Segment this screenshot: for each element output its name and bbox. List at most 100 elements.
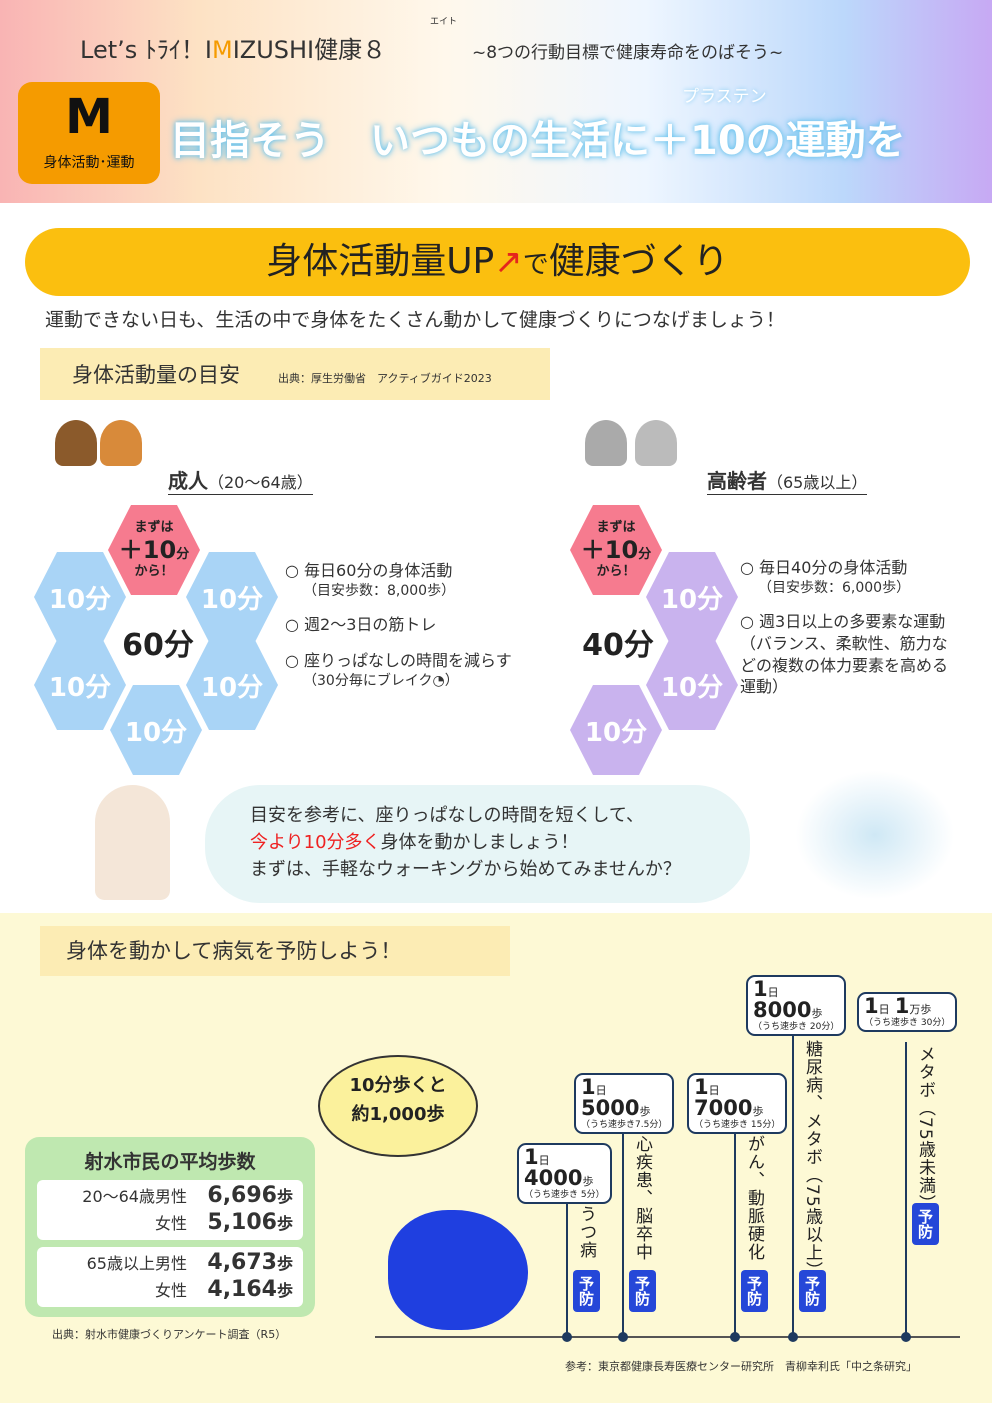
senior-hex: 10分	[646, 552, 738, 642]
avg-label: 65歳以上男性	[86, 1254, 187, 1273]
step-disease: メタボ（75歳未満）	[915, 1045, 935, 1213]
step-box: 1日 5000歩 （うち速歩き7.5分）	[574, 1073, 675, 1134]
item-note: （30分毎にブレイク◔）	[303, 672, 459, 689]
step-disease: うつ病	[576, 1205, 596, 1259]
slogan-ruby: プラステン	[682, 87, 767, 107]
step-day-unit: 日	[538, 1154, 550, 1167]
step-axis	[375, 1336, 960, 1338]
prevent-badge: 予防	[912, 1203, 939, 1245]
step-note: （うち速歩き7.5分）	[581, 1120, 668, 1130]
avg-row: 20～64歳男性 6,696歩	[47, 1183, 293, 1210]
step-unit: 歩	[752, 1105, 764, 1118]
step-day: 1	[581, 1075, 596, 1099]
step-stem	[905, 1042, 907, 1336]
step-day: 1	[864, 994, 879, 1018]
start-bottom: から！	[134, 564, 174, 580]
prevent-badge: 予防	[741, 1270, 768, 1312]
senior-title: 高齢者（65歳以上）	[707, 465, 868, 495]
start-bottom: から！	[596, 564, 636, 580]
item-text: ○ 毎日60分の身体活動	[285, 561, 453, 580]
ruby-eight: エイト	[430, 17, 458, 27]
start-unit: 分	[638, 546, 652, 562]
walkers-illustration	[795, 770, 955, 900]
avg-unit: 歩	[276, 1214, 293, 1233]
banner-post: 健康づくり	[548, 241, 729, 282]
title-m: M	[211, 36, 233, 64]
step-stem	[622, 1123, 624, 1336]
adult-item: ○ 週2～3日の筋トレ	[285, 614, 545, 636]
avg-label: 20～64歳男性	[82, 1187, 187, 1206]
step-dot	[788, 1332, 798, 1342]
step-day-unit: 日	[595, 1084, 607, 1097]
prevent-badge: 予防	[799, 1270, 826, 1312]
avg-row: 女性 4,164歩	[47, 1277, 293, 1304]
prevent-title: 身体を動かして病気を予防しよう！	[40, 926, 510, 976]
item-text: ○ 週2～3日の筋トレ	[285, 615, 437, 635]
adult-range: （20～64歳）	[208, 473, 313, 492]
adult-label: 成人	[168, 469, 208, 493]
item-text: ○ 毎日40分の身体活動	[740, 558, 908, 577]
step-count: 8000	[753, 998, 812, 1022]
adult-title: 成人（20～64歳）	[168, 465, 313, 495]
step-dot	[562, 1332, 572, 1342]
step-box: 1日 8000歩 （うち速歩き 20分）	[746, 975, 847, 1036]
step-stem	[734, 1123, 736, 1336]
step-stem	[792, 1025, 794, 1336]
senior-range: （65歳以上）	[767, 473, 868, 492]
step-day: 1	[524, 1145, 539, 1169]
senior-label: 高齢者	[707, 469, 767, 493]
step-disease: 心疾患、脳卒中	[632, 1135, 652, 1261]
badge-label: 身体活動･運動	[43, 155, 135, 171]
badge-letter: M	[65, 89, 113, 145]
speech-line1: 10分歩くと	[349, 1075, 447, 1096]
step-dot	[730, 1332, 740, 1342]
start-top: まずは	[596, 520, 636, 535]
avg-value: 6,696	[207, 1183, 277, 1208]
advice-line1: 目安を参考に、座りっぱなしの時間を短くして、	[250, 805, 645, 826]
adult-item: ○ 毎日60分の身体活動 （目安歩数：8,000歩）	[285, 560, 545, 600]
step-unit: 歩	[639, 1105, 651, 1118]
step-day-unit: 日	[878, 1003, 890, 1016]
avg-value: 4,164	[207, 1277, 277, 1302]
step-note: （うち速歩き 30分）	[864, 1018, 951, 1028]
header	[0, 0, 992, 203]
step-box: 1日 4000歩 （うち速歩き 5分）	[517, 1143, 612, 1204]
senior-hex: 10分	[646, 640, 738, 730]
average-title: 射水市民の平均歩数	[84, 1151, 256, 1173]
start-val: ＋10	[580, 535, 639, 564]
item-text: ○ 座りっぱなしの時間を減らす	[285, 651, 512, 671]
advice-line2: 身体を動かしましょう！	[380, 832, 579, 853]
step-count: 4000	[524, 1166, 583, 1190]
step-disease: 糖尿病、メタボ（75歳以上）	[802, 1040, 822, 1280]
start-unit: 分	[176, 546, 190, 562]
category-badge: M 身体活動･運動	[18, 82, 160, 184]
avg-value: 5,106	[207, 1210, 277, 1235]
banner: 身体活動量UP↗で健康づくり	[25, 228, 970, 296]
banner-mid: で	[522, 250, 549, 280]
avg-group-adult: 20～64歳男性 6,696歩 女性 5,106歩	[37, 1180, 303, 1240]
adult-hex: 10分	[110, 685, 202, 775]
average-steps-panel: 射水市民の平均歩数 20～64歳男性 6,696歩 女性 5,106歩 65歳以上男…	[25, 1137, 315, 1317]
guide-heading: 身体活動量の目安 出典：厚生労働省 アクティブガイド2023	[40, 348, 550, 400]
prevent-badge: 予防	[573, 1270, 600, 1312]
header-subtitle: ~8つの行動目標で健康寿命をのばそう~	[472, 43, 784, 63]
guide-source: 出典：厚生労働省 アクティブガイド2023	[278, 372, 492, 385]
step-dot	[618, 1332, 628, 1342]
speech-bubble: 10分歩くと 約1,000歩	[318, 1055, 478, 1157]
avg-unit: 歩	[276, 1281, 293, 1300]
avg-unit: 歩	[276, 1187, 293, 1206]
adult-item: ○ 座りっぱなしの時間を減らす （30分毎にブレイク◔）	[285, 650, 545, 690]
step-unit: 歩	[582, 1175, 594, 1188]
step-note: （うち速歩き 5分）	[524, 1190, 605, 1200]
avg-row: 女性 5,106歩	[47, 1210, 293, 1237]
adult-man-icon	[55, 420, 97, 466]
senior-start-hex: まずは ＋10分 から！	[570, 505, 662, 595]
title-pre: Let’s ﾄﾗｲ！I	[80, 36, 212, 64]
senior-hex: 10分	[570, 685, 662, 775]
step-stem	[566, 1193, 568, 1336]
senior-item: ○ 週3日以上の多要素な運動（バランス、柔軟性、筋力などの複数の体力要素を高める…	[740, 611, 955, 697]
banner-pre: 身体活動量UP	[266, 241, 495, 282]
senior-total: 40分	[582, 628, 654, 663]
step-box: 1日 1万歩 （うち速歩き 30分）	[857, 992, 958, 1032]
start-val: ＋10	[118, 535, 177, 564]
